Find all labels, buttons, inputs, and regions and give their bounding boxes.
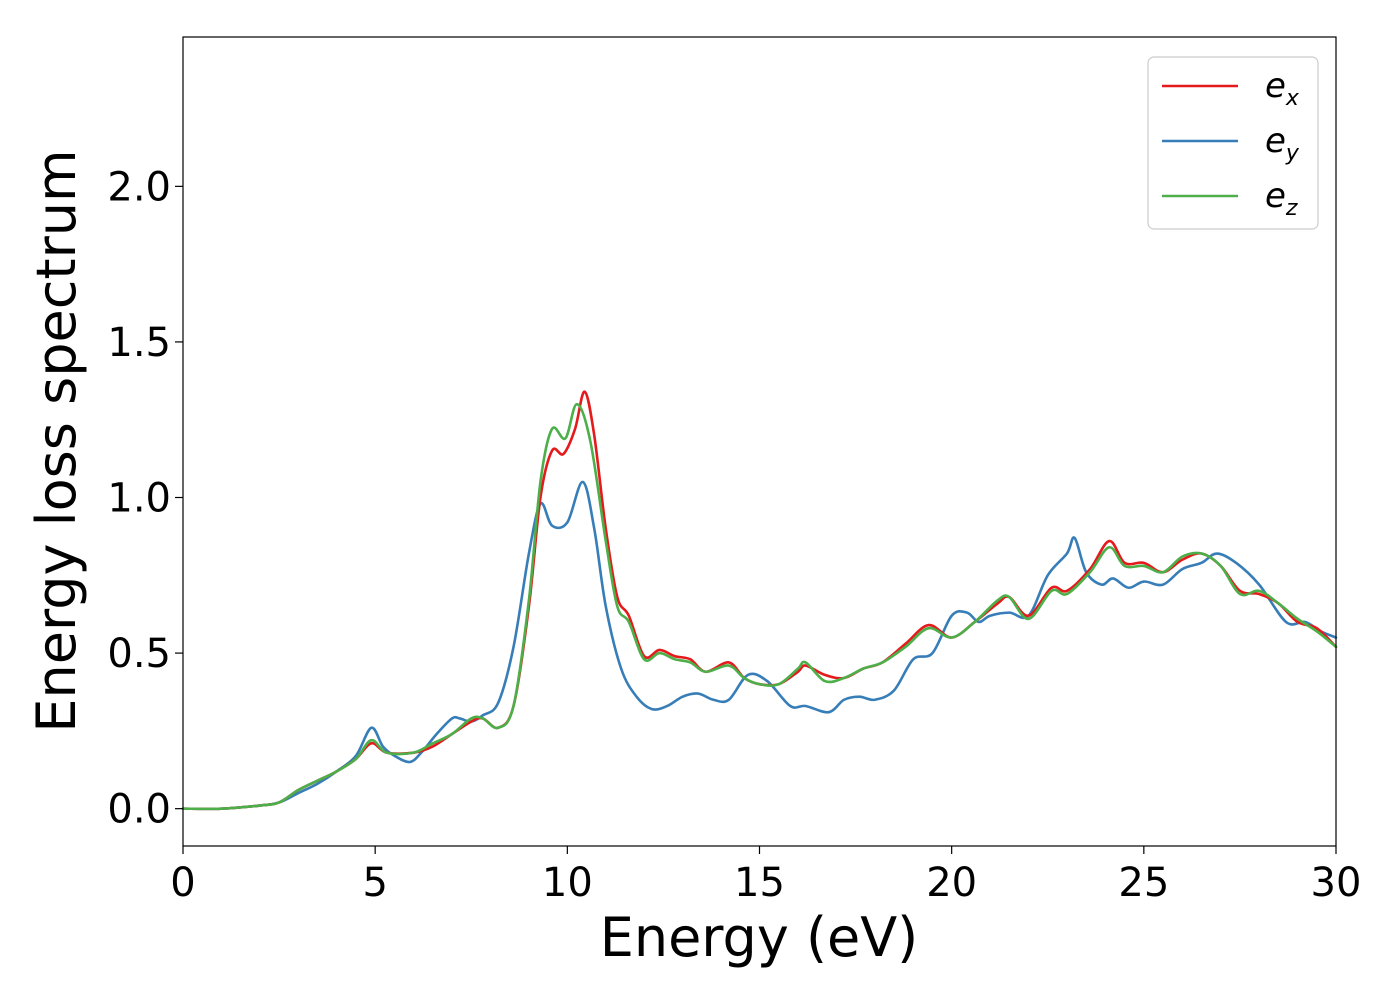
x-axis: 0 5 10 15 20 25 30 [170, 846, 1361, 906]
x-tick-label: 15 [734, 860, 785, 906]
series-line-y [181, 480, 1338, 811]
series-layer [181, 390, 1338, 811]
y-axis-title: Energy loss spectrum [25, 149, 88, 732]
legend-label-x: ex [1265, 66, 1300, 111]
x-tick-label: 0 [170, 860, 195, 906]
x-tick-label: 25 [1118, 860, 1169, 906]
y-axis: 0.0 0.5 1.0 1.5 2.0 [107, 164, 183, 833]
x-tick-label: 30 [1311, 860, 1362, 906]
y-tick-label: 1.0 [107, 476, 171, 522]
series-line-z [181, 402, 1338, 811]
legend: ex ey ez [1147, 56, 1319, 230]
y-tick-label: 2.0 [107, 164, 171, 210]
series-line-x [181, 390, 1338, 811]
y-tick-label: 0.0 [107, 787, 171, 833]
x-tick-label: 5 [362, 860, 387, 906]
x-axis-title: Energy (eV) [600, 906, 919, 969]
legend-label-y: ey [1265, 121, 1300, 166]
legend-label-z: ez [1265, 176, 1298, 221]
x-tick-label: 10 [542, 860, 593, 906]
x-tick-label: 20 [926, 860, 977, 906]
legend-box [1147, 56, 1319, 230]
y-tick-label: 0.5 [107, 631, 171, 677]
y-tick-label: 1.5 [107, 320, 171, 366]
